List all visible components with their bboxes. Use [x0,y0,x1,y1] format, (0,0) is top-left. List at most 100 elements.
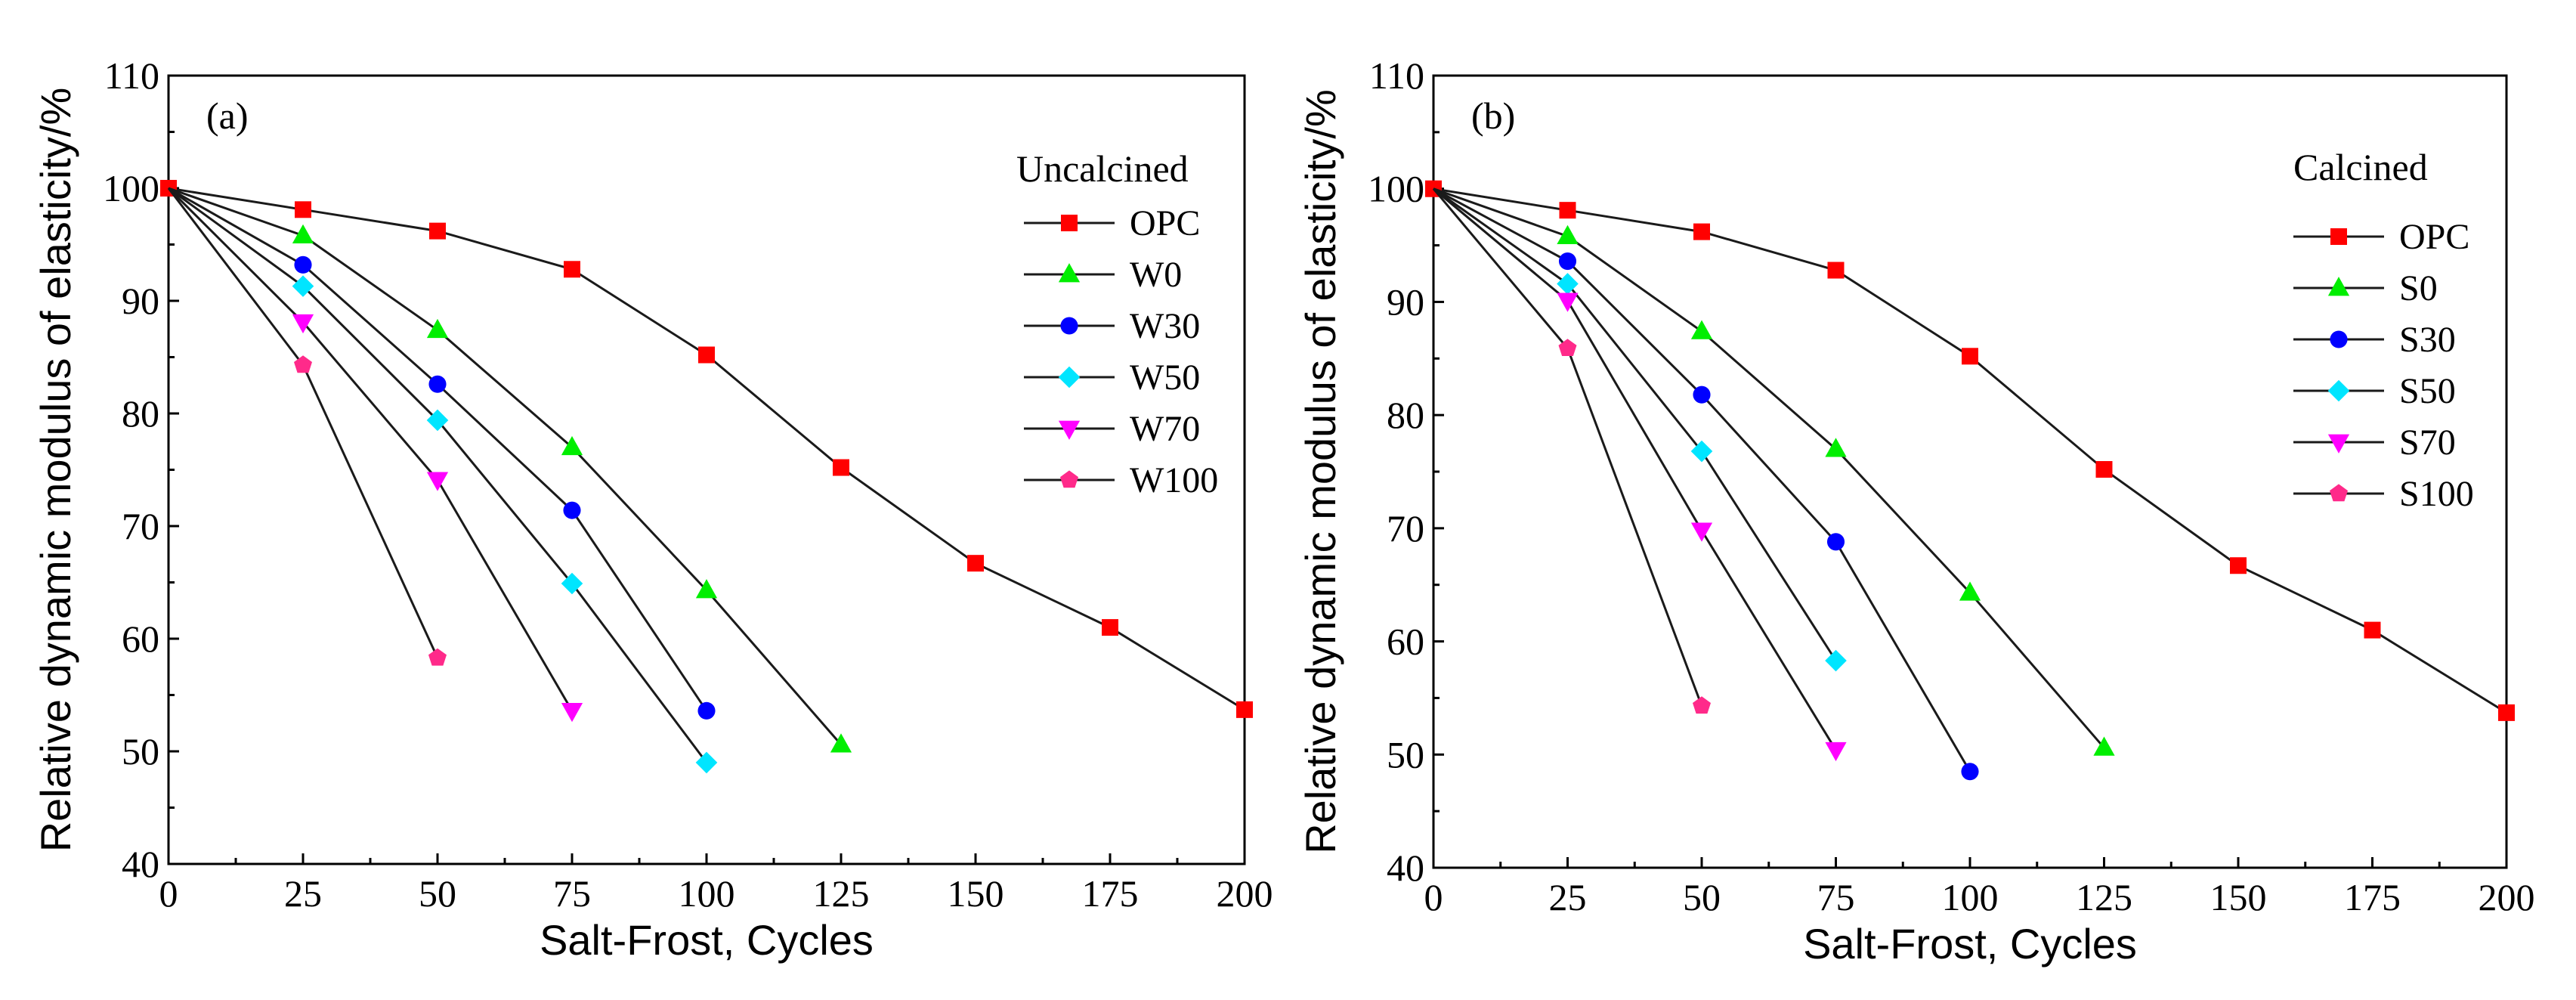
data-point-w0 [830,733,852,753]
data-point-opc [967,555,984,572]
x-tick-label: 125 [813,872,870,915]
series-line-s70 [1433,187,1837,751]
data-point-opc [2095,461,2113,478]
data-point-s50 [1690,440,1713,463]
y-tick-label: 60 [122,618,159,660]
legend-item: OPC [1024,203,1200,243]
data-point-w0 [561,435,583,456]
y-tick-label: 70 [1387,507,1424,550]
data-point-opc [1693,223,1710,240]
legend-marker [1058,366,1081,389]
series-line-s0 [1433,187,2105,749]
data-point-opc [429,222,446,240]
legend-marker [2330,228,2347,245]
data-point-w50 [426,409,449,432]
y-tick-label: 110 [104,54,159,97]
data-point-s30 [1558,252,1577,271]
legend-label: W0 [1130,255,1182,295]
x-axis-title: Salt-Frost, Cycles [1803,920,2137,967]
legend-item: S0 [2293,268,2438,308]
legend-label: W100 [1130,460,1218,500]
data-point-w50 [561,572,583,595]
data-point-s0 [1825,438,1847,457]
data-point-opc [2498,704,2515,721]
legend-item: W100 [1024,460,1218,500]
y-axis-title: Relative dynamic modulus of elasticity/% [32,88,79,853]
panel-label: (a) [206,94,249,137]
x-tick-label: 150 [948,872,1004,915]
y-tick-label: 60 [1387,621,1424,663]
x-tick-label: 125 [2076,876,2132,918]
data-point-w30 [294,255,312,274]
legend-label: S70 [2399,423,2456,463]
data-point-w50 [695,751,718,774]
legend: Uncalcined OPC W0 W30 W50 W70 W100 [1016,147,1218,500]
x-tick-label: 75 [553,872,591,915]
y-tick-label: 70 [122,505,159,547]
data-point-opc [295,201,311,218]
x-tick-label: 25 [284,872,322,915]
series-s100 [1432,187,1711,714]
legend-label: S0 [2399,268,2438,308]
series-w100 [167,187,447,666]
legend: Calcined OPC S0 S30 S50 S70 S100 [2293,146,2474,514]
data-point-w0 [292,224,314,243]
series-w0 [168,187,852,753]
y-tick-label: 100 [103,167,159,209]
legend-item: S100 [2293,474,2474,514]
legend-label: W50 [1130,358,1200,398]
series-line-opc [168,187,1245,711]
series-s70 [1433,187,1847,762]
chart-panel-a: 0 25 50 75 100 125 150 175 200 40 50 60 70 80 90 100 110… [32,54,1273,964]
x-tick-label: 75 [1817,876,1855,918]
x-tick-label: 175 [1082,872,1139,915]
data-point-s30 [1961,763,1979,781]
x-tick-label: 0 [159,872,178,915]
legend-marker [1060,470,1078,488]
y-axis-title: Relative dynamic modulus of elasticity/% [1297,89,1344,854]
x-tick-label: 200 [2479,876,2535,918]
series-w50 [168,187,718,774]
series-line-w0 [168,187,843,746]
series-opc [160,180,1253,718]
data-point-s30 [1693,385,1711,404]
series-line-s50 [1433,187,1837,661]
data-point-w30 [428,375,447,393]
data-point-s100 [1693,696,1711,714]
plot-frame [1432,74,2508,869]
x-tick-label: 200 [1217,872,1273,915]
series-s30 [1433,187,1979,781]
chart-panel-b: 0 25 50 75 100 125 150 175 200 40 50 60 70 80 90 100 110… [1297,54,2535,967]
y-tick-label: 100 [1368,168,1424,210]
data-point-s70 [1690,522,1713,542]
legend-marker [1061,215,1078,231]
data-point-opc [2364,621,2381,639]
data-point-w100 [428,648,447,666]
data-point-s100 [1558,339,1577,356]
data-point-s0 [1959,581,1981,601]
legend-label: OPC [2399,217,2469,257]
data-point-s0 [2093,736,2115,756]
data-point-opc [1559,202,1576,219]
data-point-w0 [695,579,718,599]
data-point-opc [1236,701,1253,718]
data-point-w100 [294,355,312,373]
legend-marker [1058,420,1081,440]
series-opc [1425,180,2515,721]
legend-marker [2330,330,2348,348]
y-tick-label: 90 [122,280,159,322]
x-axis: 0 25 50 75 100 125 150 175 200 [1424,857,2535,918]
data-point-w50 [292,275,314,297]
plot-frame [167,74,1246,865]
legend-item: S70 [2293,423,2456,463]
x-tick-label: 50 [419,872,456,915]
y-tick-label: 40 [122,843,159,885]
legend-marker [2330,484,2348,502]
x-tick-label: 100 [1942,876,1999,918]
y-tick-label: 80 [122,392,159,435]
legend-marker [1060,317,1078,335]
data-point-w30 [697,701,716,720]
data-point-s0 [1557,224,1579,244]
data-point-s70 [1557,293,1579,312]
data-point-s70 [1825,741,1847,762]
